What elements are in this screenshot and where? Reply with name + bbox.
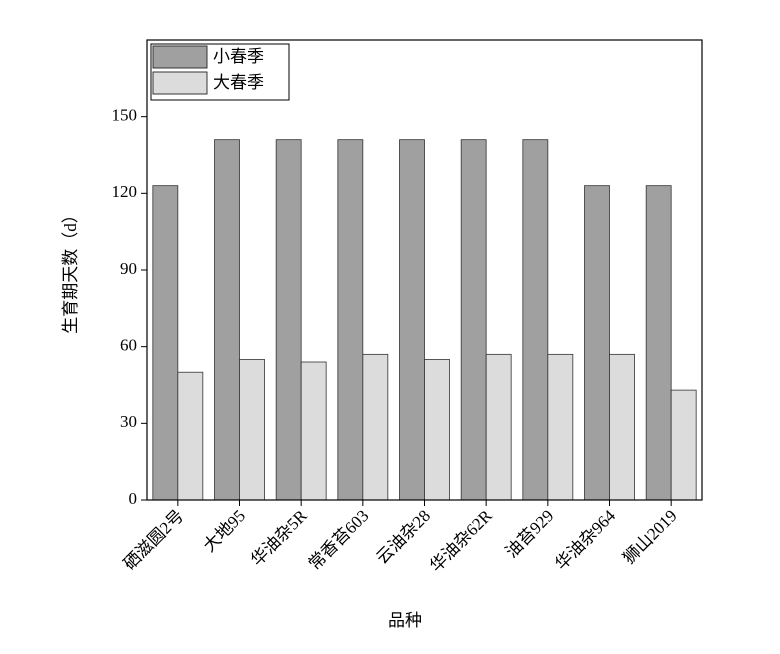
bar xyxy=(584,185,610,501)
bar xyxy=(547,353,574,501)
bar xyxy=(645,185,672,501)
legend-label: 大春季 xyxy=(213,73,264,92)
x-tick-label: 华油杂964 xyxy=(552,506,620,574)
bar xyxy=(460,139,487,501)
bar xyxy=(424,359,450,501)
y-tick-label: 150 xyxy=(112,106,138,125)
bar xyxy=(275,139,302,501)
x-tick-label: 油苔929 xyxy=(502,506,558,562)
legend-swatch xyxy=(152,45,208,69)
y-tick-label: 120 xyxy=(112,182,138,201)
x-tick-label: 硒滋圆2号 xyxy=(120,506,188,574)
x-tick-label: 狮山2019 xyxy=(619,506,681,568)
bar xyxy=(214,139,240,501)
x-axis-label: 品种 xyxy=(388,611,422,630)
bar xyxy=(670,389,697,501)
plot-frame xyxy=(146,39,703,501)
bar xyxy=(152,185,179,501)
x-tick-label: 常香苔603 xyxy=(305,506,373,574)
x-tick-label: 云油杂28 xyxy=(373,506,435,568)
bar xyxy=(239,359,265,501)
bar xyxy=(609,353,635,501)
y-tick-label: 30 xyxy=(120,412,137,431)
legend-label: 小春季 xyxy=(213,47,264,66)
bar xyxy=(522,139,549,501)
legend-swatch xyxy=(152,71,208,95)
bar xyxy=(300,361,327,501)
x-tick-label: 华油杂62R xyxy=(426,506,496,576)
bar xyxy=(177,371,204,501)
legend-frame xyxy=(150,43,290,101)
bar xyxy=(362,353,389,501)
y-tick-label: 60 xyxy=(120,336,137,355)
x-tick-label: 大地95 xyxy=(200,506,249,555)
y-tick-label: 90 xyxy=(120,259,137,278)
y-axis-label: 生育期天数（d） xyxy=(61,206,80,334)
bar xyxy=(485,353,512,501)
y-tick-label: 0 xyxy=(129,489,138,508)
x-tick-label: 华油杂5R xyxy=(247,506,311,570)
bar xyxy=(337,139,364,501)
bar xyxy=(399,139,425,501)
